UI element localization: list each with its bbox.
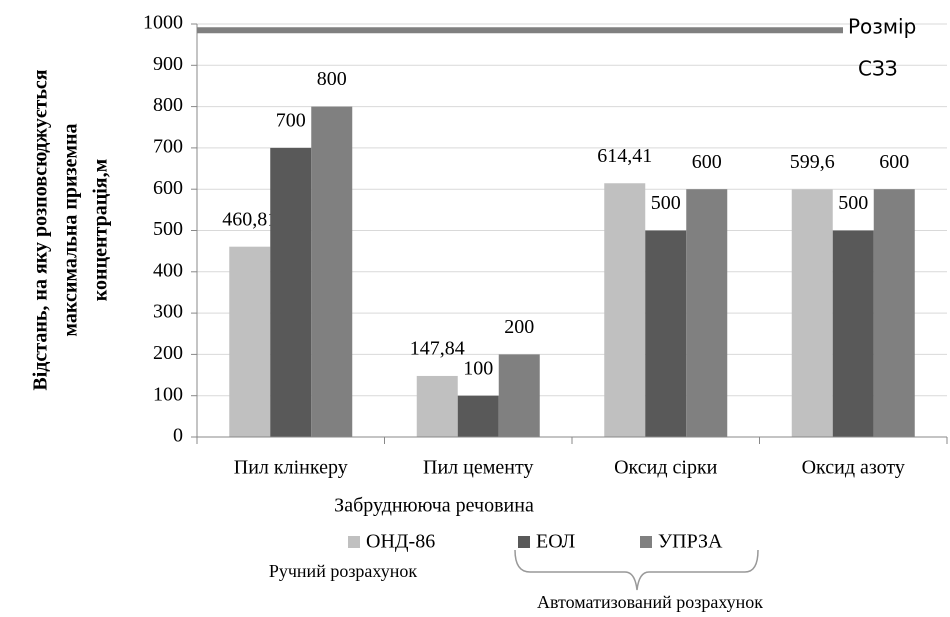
data-label: 100 <box>463 357 493 379</box>
y-tick-label: 0 <box>173 425 183 447</box>
x-tick-label: Оксид сірки <box>614 457 718 479</box>
data-label: 599,6 <box>790 151 835 173</box>
data-label: 800 <box>317 68 347 90</box>
data-label: 614,41 <box>597 145 652 167</box>
y-tick-label: 900 <box>153 53 183 75</box>
y-tick-label: 300 <box>153 301 183 323</box>
legend-brace <box>514 549 759 591</box>
bar <box>457 395 499 437</box>
legend-group-label: Автоматизований розрахунок <box>537 592 763 612</box>
bar <box>270 147 312 437</box>
data-label: 500 <box>651 192 681 214</box>
legend-label: УПРЗА <box>658 531 723 553</box>
x-tick-label: Пил цементу <box>423 457 533 479</box>
legend-swatch <box>348 536 360 548</box>
bar <box>311 106 353 437</box>
bar <box>832 230 874 437</box>
bar <box>791 189 833 437</box>
x-tick-label: Пил клінкеру <box>234 457 348 479</box>
y-tick-label: 400 <box>153 259 183 281</box>
data-label: 460,81 <box>222 208 277 230</box>
bar <box>498 354 540 437</box>
bar <box>416 375 458 437</box>
y-tick-label: 700 <box>153 135 183 157</box>
bar <box>873 189 915 437</box>
data-label: 500 <box>838 192 868 214</box>
y-axis-label: Відстань, на яку розповсюджується <box>30 69 52 390</box>
bar <box>604 183 646 437</box>
data-label: 600 <box>879 151 909 173</box>
reference-label: Розмір <box>848 15 916 39</box>
bar <box>645 230 687 437</box>
x-axis-label: Забруднююча речовина <box>334 495 534 517</box>
y-axis-label: концентрація,м <box>90 159 112 301</box>
y-tick-label: 200 <box>153 342 183 364</box>
y-tick-label: 800 <box>153 94 183 116</box>
y-tick-label: 500 <box>153 218 183 240</box>
x-tick-label: Оксид азоту <box>802 457 905 479</box>
data-label: 700 <box>276 109 306 131</box>
legend-swatch <box>518 536 530 548</box>
legend-swatch <box>640 536 652 548</box>
data-label: 147,84 <box>410 338 465 360</box>
legend-label: ОНД-86 <box>366 531 435 553</box>
y-axis-label: максимальна приземна <box>60 123 82 336</box>
data-label: 600 <box>692 151 722 173</box>
bar <box>229 246 271 437</box>
data-label: 200 <box>504 316 534 338</box>
y-tick-label: 1000 <box>143 12 183 34</box>
y-tick-label: 600 <box>153 177 183 199</box>
legend-group-label: Ручний розрахунок <box>269 561 418 581</box>
bar <box>686 189 728 437</box>
legend-label: ЕОЛ <box>536 531 575 553</box>
y-tick-label: 100 <box>153 383 183 405</box>
reference-label: СЗЗ <box>858 57 898 81</box>
